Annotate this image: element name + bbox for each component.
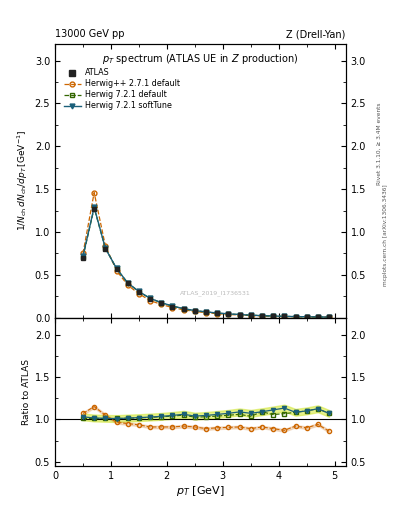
Text: ATLAS_2019_I1736531: ATLAS_2019_I1736531 — [180, 290, 250, 296]
Text: mcplots.cern.ch [arXiv:1306.3436]: mcplots.cern.ch [arXiv:1306.3436] — [384, 185, 388, 286]
Text: Z (Drell-Yan): Z (Drell-Yan) — [286, 29, 346, 39]
Y-axis label: Ratio to ATLAS: Ratio to ATLAS — [22, 359, 31, 425]
X-axis label: $p_T$ [GeV]: $p_T$ [GeV] — [176, 483, 225, 498]
Legend: ATLAS, Herwig++ 2.7.1 default, Herwig 7.2.1 default, Herwig 7.2.1 softTune: ATLAS, Herwig++ 2.7.1 default, Herwig 7.… — [62, 67, 181, 112]
Text: 13000 GeV pp: 13000 GeV pp — [55, 29, 125, 39]
Text: Rivet 3.1.10, ≥ 3.4M events: Rivet 3.1.10, ≥ 3.4M events — [377, 102, 382, 185]
Y-axis label: $1/N_\mathrm{ch}\,dN_\mathrm{ch}/dp_T\,[\mathrm{GeV}^{-1}]$: $1/N_\mathrm{ch}\,dN_\mathrm{ch}/dp_T\,[… — [16, 130, 31, 231]
Text: $p_T$ spectrum (ATLAS UE in $Z$ production): $p_T$ spectrum (ATLAS UE in $Z$ producti… — [102, 52, 299, 66]
